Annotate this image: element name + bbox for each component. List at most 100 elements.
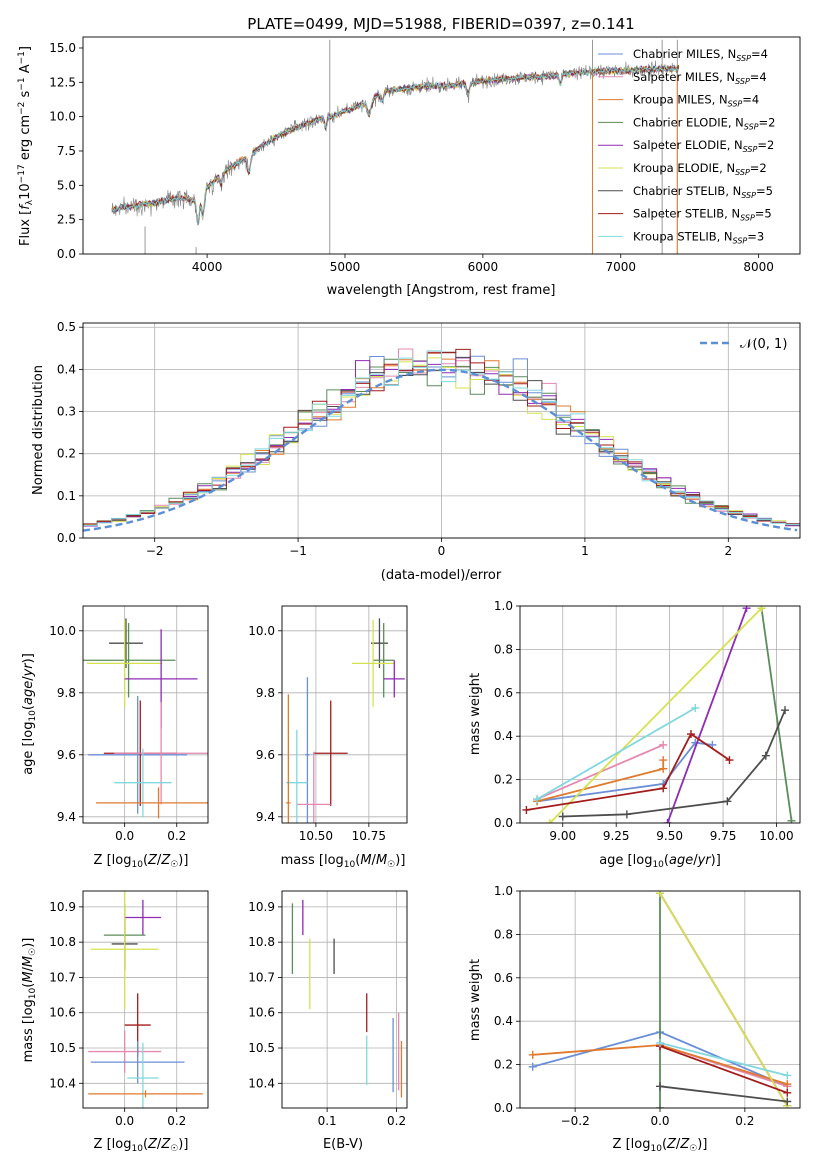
error-bar-point [114,702,208,805]
mass-weight-marker [787,816,796,823]
error-bar-point [86,619,163,707]
error-bar-point [373,623,395,698]
y-tick-label: 15.0 [49,41,76,55]
axes-residuals: −2 −1 0 1 2 0.0 0.1 0.2 0.3 0.4 0.5 [57,320,801,558]
axes-frame [82,36,801,255]
axes-weight_vs_z: −0.2 0.0 0.2 0.0 0.2 0.4 0.6 0.8 1.0 [494,884,801,1128]
legend-label: Salpeter MILES, NSSP=4 [633,70,767,86]
mass-weight-marker [783,1071,792,1080]
axes-frame [519,605,801,824]
plot-area [528,891,792,1108]
y-tick-label: 0.4 [57,362,76,376]
mass-weight-line [760,608,793,821]
mass-weight-line [659,1045,788,1094]
x-tick-label: 6000 [468,260,499,274]
frame: 0.1 0.2 10.4 10.5 10.6 10.7 10.8 10.9 [248,890,408,1128]
y-axis-label: Normed distribution [31,365,46,495]
y-tick-label: 10.7 [49,970,76,984]
y-tick-label: 9.6 [256,748,275,762]
x-tick-label: 4000 [192,260,223,274]
y-tick-label: 0.0 [494,1101,513,1115]
x-tick-label: 9.75 [710,829,737,843]
y-tick-label: 0.5 [57,320,76,334]
axes-mass_vs_ebv: 0.1 0.2 10.4 10.5 10.6 10.7 10.8 10.9 [248,890,408,1128]
y-tick-label: 10.9 [248,900,275,914]
normal-curve [83,368,798,532]
y-tick-label: 10.0 [49,110,76,124]
y-tick-label: 0.4 [494,1014,513,1028]
x-tick-label: 0.2 [167,1114,186,1128]
error-bar-point [90,891,159,1010]
x-tick-label: 10.75 [352,829,386,843]
legend-label: Kroupa ELODIE, NSSP=2 [633,161,767,177]
mass-weight-marker [659,756,668,765]
grid [282,606,407,823]
legend-label: Salpeter ELODIE, NSSP=2 [633,138,774,154]
plot-area [111,39,680,254]
x-tick-label: 5000 [330,260,361,274]
chart-title: PLATE=0499, MJD=51988, FIBERID=0397, z=0… [247,15,634,33]
y-tick-label: 0.8 [494,642,513,656]
mass-weight-marker [723,797,732,806]
error-bar-point [127,1042,159,1108]
mass-weight-marker [558,812,567,821]
x-tick-label: 2 [724,544,732,558]
grid [520,605,800,824]
x-tick-label: 1 [581,544,589,558]
y-tick-label: 9.6 [57,748,76,762]
spectrum-model-line [111,65,680,225]
x-axis-label: Z [log10(Z/Z☉)] [613,1137,708,1154]
error-bar-point [114,748,172,817]
y-tick-label: 9.8 [256,686,275,700]
mass-weight-marker [522,805,531,814]
x-tick-label: 0.0 [115,829,134,843]
error-bar-point [296,751,331,823]
y-tick-label: 0.2 [494,773,513,787]
y-tick-label: 12.5 [49,75,76,89]
mass-weight-marker [757,606,766,613]
y-tick-label: 9.4 [256,810,275,824]
y-tick-label: 0.6 [494,686,513,700]
mass-weight-line [536,707,696,800]
y-tick-label: 10.5 [49,1041,76,1055]
legend: Chabrier MILES, NSSP=4 Salpeter MILES, NS… [598,47,775,245]
mass-weight-line [666,607,748,823]
mass-weight-marker [622,810,631,819]
x-axis-label: mass [log10(M/M☉)] [281,853,406,870]
mass-weight-marker [783,1088,792,1097]
x-tick-label: 0.2 [387,1114,406,1128]
error-bar-point [88,1030,162,1073]
axes-frame [281,890,408,1109]
mass-weight-marker [686,730,695,739]
y-tick-label: 10.8 [248,935,275,949]
mass-weight-marker [663,819,672,823]
error-bar-point [88,1090,203,1098]
mass-weight-line [659,1042,788,1077]
mass-weight-marker [659,764,668,773]
mass-weight-marker [656,1038,664,1047]
y-axis-label: mass weight [468,673,483,755]
frame: 0.0 0.2 9.4 9.6 9.8 10.0 [49,605,209,843]
mass-weight-line [526,732,731,811]
plot-area [83,618,208,819]
x-axis-label: age [log10(age/yr)] [599,853,721,870]
plot-area [522,606,796,823]
mass-weight-marker [656,1104,664,1108]
axes-weight_vs_age: 9.00 9.25 9.50 9.75 10.00 0.0 0.2 0.4 0.6 0.8 1.0 [494,599,801,843]
axes-frame [519,890,801,1109]
y-tick-label: 2.5 [57,213,76,227]
grid [83,891,208,1108]
error-bar-point [96,787,208,819]
frame: −2 −1 0 1 2 0.0 0.1 0.2 0.3 0.4 0.5 [57,320,801,558]
legend-label: Chabrier MILES, NSSP=4 [633,47,768,63]
error-bar-point [124,899,162,936]
axes-frame [281,605,408,824]
y-tick-label: 10.0 [49,624,76,638]
legend-label: Salpeter STELIB, NSSP=5 [633,207,772,223]
error-bar-point [83,623,176,698]
y-tick-label: 0.3 [57,405,76,419]
error-bar-point [90,1040,185,1084]
x-axis-label: Z [log10(Z/Z☉)] [94,853,189,870]
x-tick-label: 10.00 [759,829,793,843]
